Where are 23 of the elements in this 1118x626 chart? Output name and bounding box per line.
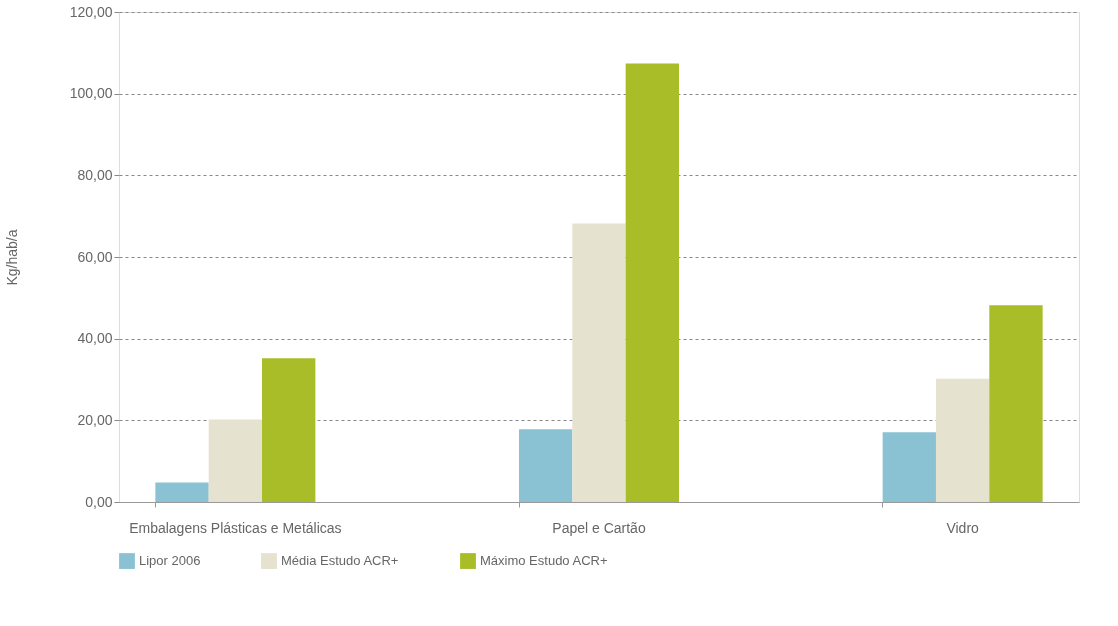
y-tick-label: 100,00	[69, 85, 113, 102]
bar	[935, 378, 990, 502]
legend-label: Máximo Estudo ACR+	[480, 553, 608, 569]
y-tick-label: 80,00	[77, 166, 113, 183]
x-tick-label: Papel e Cartão	[552, 519, 646, 536]
bar	[882, 432, 936, 502]
bar	[208, 419, 263, 502]
x-tick-label: Vidro	[946, 519, 980, 536]
legend-label: Média Estudo ACR+	[281, 553, 399, 569]
bar	[572, 223, 626, 502]
y-tick-label: 40,00	[77, 330, 113, 347]
legend-label: Lipor 2006	[139, 553, 201, 569]
bar	[989, 305, 1043, 502]
bar	[519, 429, 573, 502]
y-axis-title: Kg/hab/a	[3, 229, 20, 286]
y-tick-label: 0,00	[85, 493, 113, 510]
bar	[625, 63, 679, 502]
bar	[262, 358, 316, 502]
y-tick-label: 20,00	[77, 411, 113, 428]
y-tick-label: 120,00	[69, 3, 113, 20]
x-tick-label: Embalagens Plásticas e Metálicas	[129, 519, 342, 536]
y-tick-label: 60,00	[77, 248, 113, 265]
bar	[155, 482, 209, 502]
